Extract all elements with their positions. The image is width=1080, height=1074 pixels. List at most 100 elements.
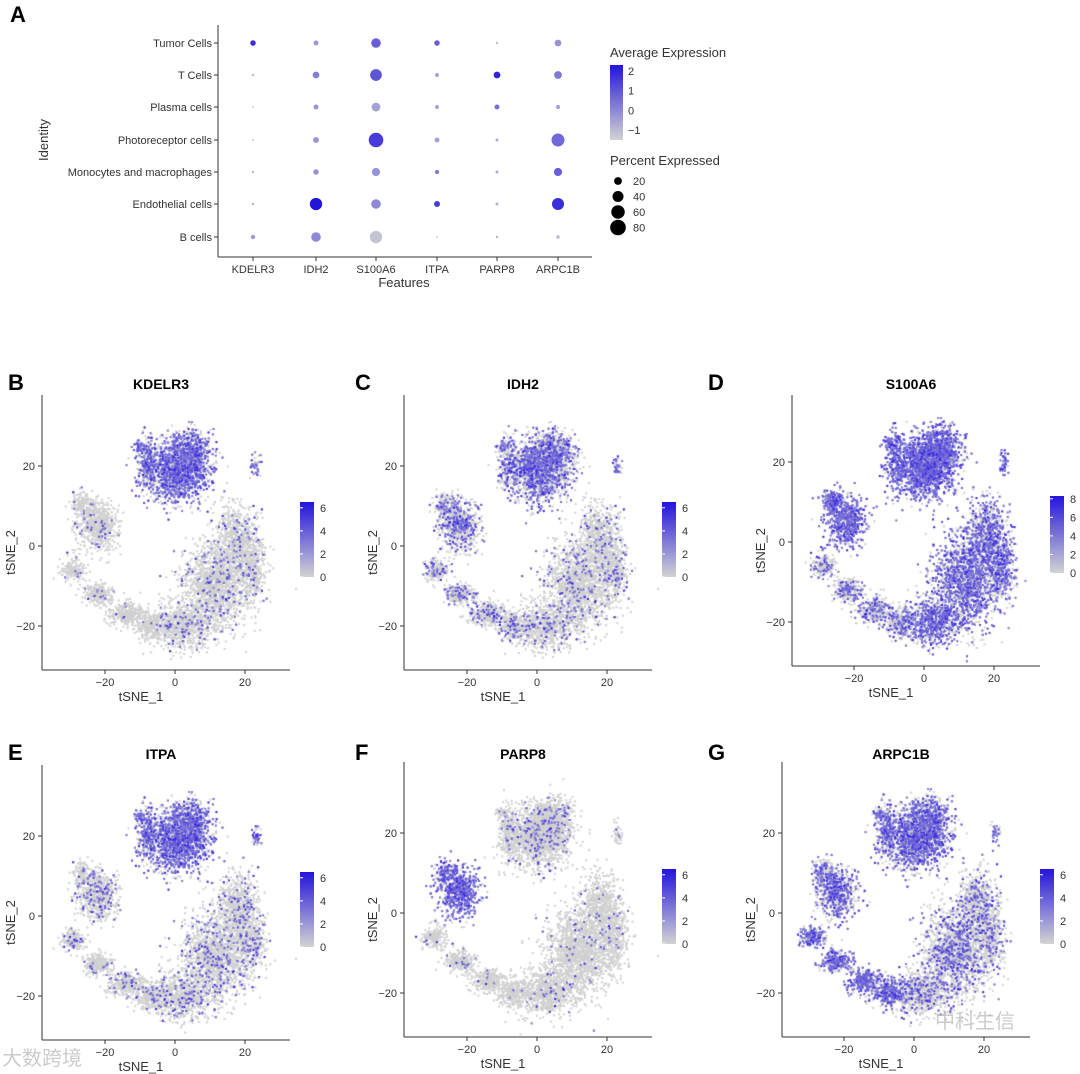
y-tick-label: −20 — [16, 621, 35, 633]
y-axis-title: tSNE_2 — [753, 528, 768, 573]
x-tick-label: 20 — [601, 1044, 613, 1056]
color-legend-title: Average Expression — [610, 45, 726, 60]
panel-label-a: A — [10, 2, 26, 27]
y-axis-title: tSNE_2 — [743, 897, 758, 942]
colorbar-label: 6 — [1060, 870, 1066, 882]
dot-kdelr3 — [251, 170, 255, 174]
color-legend-tick: 1 — [628, 86, 634, 98]
dot-kdelr3 — [251, 73, 255, 77]
panel-label: E — [8, 740, 23, 765]
y-tick-label: −20 — [16, 991, 35, 1003]
colorbar-label: 4 — [320, 526, 326, 538]
colorbar-label: 0 — [1060, 939, 1066, 951]
y-tick-label: −20 — [766, 617, 785, 629]
y-axis-title: tSNE_2 — [3, 900, 18, 945]
panel-label: C — [355, 370, 371, 395]
dot-arpc1b — [551, 133, 565, 147]
color-legend-bar — [610, 65, 623, 140]
x-tick-label: 20 — [988, 673, 1000, 685]
feature-label: ARPC1B — [536, 264, 580, 276]
colorbar — [1040, 869, 1054, 944]
x-tick-label: −20 — [458, 1044, 477, 1056]
color-legend-tick: 2 — [628, 66, 634, 78]
colorbar-label: 4 — [682, 893, 688, 905]
dot-itpa — [436, 236, 438, 238]
dotplot-panel: A Tumor Cells T Cells Plasma cells Photorece… — [10, 2, 726, 290]
dot-idh2 — [313, 104, 319, 110]
identity-label: B cells — [180, 232, 213, 244]
dot-itpa — [433, 200, 441, 208]
colorbar-label: 2 — [682, 916, 688, 928]
colorbar-label: 2 — [1060, 916, 1066, 928]
dot-parp8 — [494, 104, 500, 110]
dot-kdelr3 — [250, 40, 256, 46]
colorbar — [662, 502, 676, 577]
dot-parp8 — [493, 71, 501, 79]
y-tick-label: −20 — [378, 988, 397, 1000]
panel-label: B — [8, 370, 24, 395]
feature-label: IDH2 — [303, 264, 328, 276]
identity-label: T Cells — [178, 70, 213, 82]
size-legend-tick: 20 — [633, 176, 645, 188]
dot-s100a6 — [371, 167, 381, 177]
dot-itpa — [435, 105, 439, 109]
panel-label: D — [708, 370, 724, 395]
dot-itpa — [434, 169, 440, 175]
x-axis-title: tSNE_1 — [859, 1056, 904, 1071]
y-axis-title: tSNE_2 — [3, 530, 18, 575]
colorbar-label: 4 — [1070, 531, 1076, 543]
x-tick-label: 0 — [172, 1047, 178, 1059]
colorbar-label: 0 — [320, 572, 326, 584]
panel-title: PARP8 — [500, 746, 546, 762]
y-tick-label: 0 — [29, 911, 35, 923]
y-tick-label: 0 — [391, 908, 397, 920]
identity-label: Monocytes and macrophages — [68, 167, 213, 179]
colorbar-label: 6 — [320, 873, 326, 885]
size-legend-title: Percent Expressed — [610, 153, 720, 168]
x-tick-label: 0 — [172, 677, 178, 689]
size-legend-dot — [614, 177, 622, 185]
colorbar-label: 6 — [682, 870, 688, 882]
colorbar-label: 4 — [320, 896, 326, 908]
y-tick-label: −20 — [756, 988, 775, 1000]
dot-itpa — [434, 137, 440, 143]
dot-arpc1b — [551, 197, 565, 211]
colorbar — [300, 502, 314, 577]
colorbar-label: 4 — [1060, 893, 1066, 905]
x-axis-title: tSNE_1 — [481, 689, 526, 704]
y-tick-label: 20 — [23, 831, 35, 843]
y-tick-label: 0 — [779, 537, 785, 549]
panel-title: S100A6 — [886, 376, 937, 392]
size-legend-tick: 60 — [633, 207, 645, 219]
colorbar — [662, 869, 676, 944]
dot-parp8 — [495, 235, 499, 239]
y-axis-title: tSNE_2 — [365, 897, 380, 942]
dot-s100a6 — [369, 230, 383, 244]
colorbar — [1050, 496, 1064, 573]
x-tick-label: 0 — [534, 1044, 540, 1056]
x-tick-label: −20 — [96, 1047, 115, 1059]
dot-parp8 — [495, 170, 499, 174]
dot-itpa — [435, 73, 439, 77]
panel-title: ITPA — [146, 746, 177, 762]
color-legend-tick: 0 — [628, 105, 634, 117]
watermark-left: 大数跨境 — [2, 1046, 82, 1070]
size-legend-dot — [611, 205, 625, 219]
dot-idh2 — [313, 40, 319, 46]
dot-idh2 — [309, 197, 323, 211]
y-tick-label: 0 — [29, 541, 35, 553]
x-tick-label: −20 — [96, 677, 115, 689]
dot-itpa — [434, 40, 440, 46]
x-tick-label: 20 — [239, 677, 251, 689]
dot-idh2 — [311, 232, 321, 242]
dot-kdelr3 — [251, 202, 255, 206]
panel-title: KDELR3 — [133, 376, 189, 392]
